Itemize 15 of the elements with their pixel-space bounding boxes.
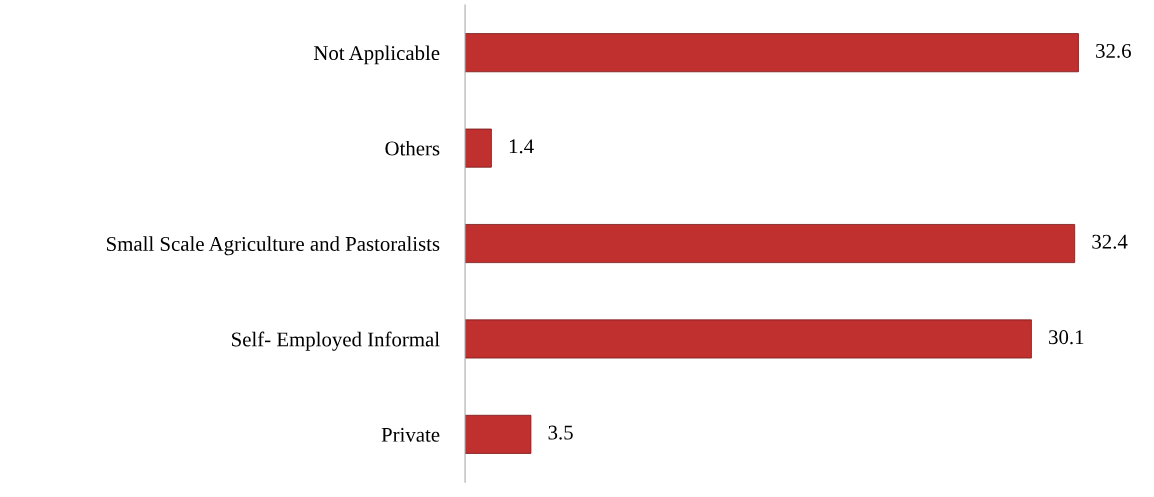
- bar: [465, 224, 1076, 264]
- y-tick-label: Private: [381, 427, 440, 442]
- data-label: 30.1: [1049, 330, 1084, 345]
- bar: [465, 128, 492, 168]
- y-tick-label: Self- Employed Informal: [232, 331, 440, 351]
- y-tick-label: Small Scale Agriculture and Pastoralists: [107, 236, 440, 256]
- data-label: 1.4: [509, 139, 534, 154]
- data-label: 32.4: [1092, 234, 1128, 249]
- bar: [465, 414, 532, 454]
- y-tick-label: Not Applicable: [313, 45, 440, 65]
- bar: [465, 319, 1032, 359]
- bar: [465, 33, 1079, 73]
- data-label: 3.5: [548, 425, 573, 440]
- y-tick-label: Others: [385, 140, 440, 156]
- data-label: 32.6: [1096, 43, 1131, 58]
